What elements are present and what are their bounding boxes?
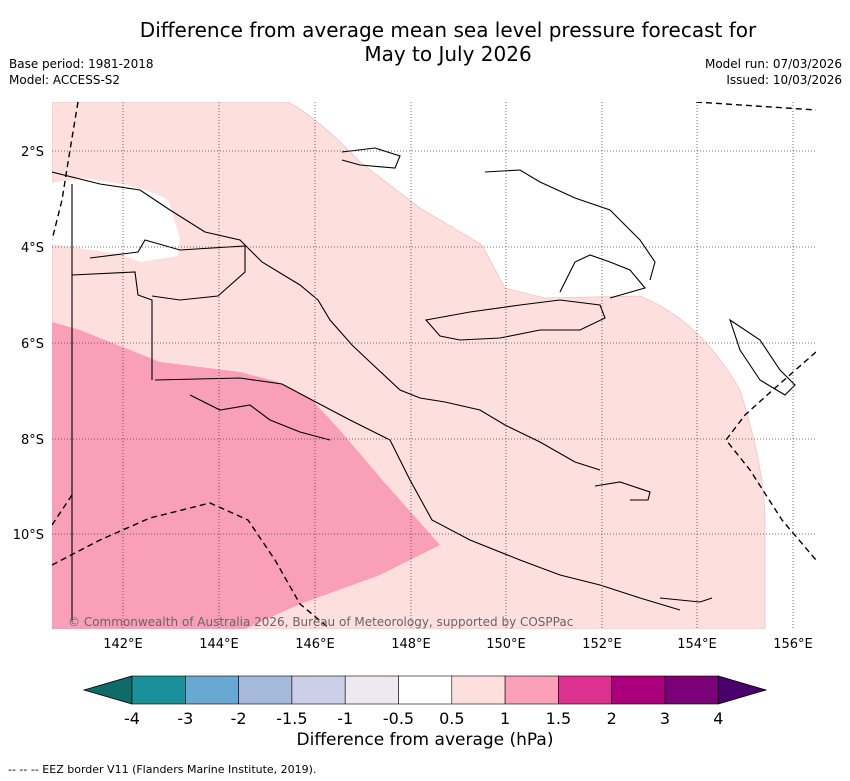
colorbar-segment: [344, 675, 399, 705]
colorbar-segment: [291, 675, 346, 705]
longitude-labels: 142°E 144°E 146°E 148°E 150°E 152°E 154°…: [103, 637, 813, 652]
lat-label: 10°S: [13, 528, 44, 543]
lon-label: 152°E: [582, 637, 622, 652]
lat-label: 2°S: [21, 145, 44, 160]
colorbar-segment: [611, 675, 666, 705]
lat-label: 4°S: [21, 241, 44, 256]
metadata-left: Base period: 1981-2018 Model: ACCESS-S2: [9, 56, 154, 88]
colorbar: -4 -3 -2 -1.5 -1 -0.5 0.5 1 1.5 2 3 4: [82, 675, 768, 728]
gridlines: [52, 102, 816, 629]
lat-label: 6°S: [21, 337, 44, 352]
lon-label: 144°E: [199, 637, 239, 652]
colorbar-tick-label: 1: [500, 709, 510, 728]
colorbar-segment: [238, 675, 293, 705]
anomaly-region-medium: [52, 322, 440, 629]
colorbar-title: Difference from average (hPa): [296, 730, 554, 750]
colorbar-extend-high: [717, 675, 768, 705]
lon-label: 142°E: [103, 637, 143, 652]
colorbar-tick-label: -0.5: [383, 709, 414, 728]
lat-label: 8°S: [21, 433, 44, 448]
title-line-2: May to July 2026: [364, 42, 532, 66]
copyright-credit: © Commonwealth of Australia 2026, Bureau…: [68, 615, 573, 629]
eez-borders: [52, 102, 816, 629]
lon-label: 154°E: [677, 637, 717, 652]
lon-label: 156°E: [773, 637, 813, 652]
colorbar-segment: [664, 675, 719, 705]
issued-date: Issued: 10/03/2026: [726, 73, 842, 87]
metadata-right: Model run: 07/03/2026 Issued: 10/03/2026: [705, 56, 842, 88]
colorbar-segment: [185, 675, 239, 705]
colorbar-tick-label: -3: [177, 709, 193, 728]
colorbar-segment: [558, 675, 613, 705]
colorbar-tick-label: 1.5: [546, 709, 571, 728]
title-line-1: Difference from average mean sea level p…: [139, 18, 757, 42]
base-period: Base period: 1981-2018: [9, 57, 154, 71]
colorbar-extend-low: [82, 675, 133, 705]
colorbar-tick-label: 0.5: [439, 709, 464, 728]
latitude-labels: 2°S 4°S 6°S 8°S 10°S: [13, 145, 44, 543]
lon-label: 150°E: [486, 637, 526, 652]
colorbar-tick-label: 3: [660, 709, 670, 728]
colorbar-tick-label: -1: [337, 709, 353, 728]
colorbar-tick-label: -1.5: [276, 709, 307, 728]
eez-footnote: -- -- -- EEZ border V11 (Flanders Marine…: [8, 763, 317, 776]
colorbar-segment: [504, 675, 559, 705]
colorbar-tick-label: -2: [231, 709, 247, 728]
model-run: Model run: 07/03/2026: [704, 57, 842, 71]
colorbar-tick-label: 2: [607, 709, 617, 728]
map-title: Difference from average mean sea level p…: [0, 18, 850, 66]
model-name: Model: ACCESS-S2: [9, 73, 121, 87]
colorbar-segment: [451, 675, 506, 705]
colorbar-segment: [398, 675, 453, 705]
lon-label: 146°E: [295, 637, 335, 652]
lon-label: 148°E: [391, 637, 431, 652]
coastlines: [52, 147, 796, 622]
colorbar-tick-label: -4: [124, 709, 140, 728]
colorbar-tick-label: 4: [713, 709, 723, 728]
colorbar-segment: [131, 675, 186, 705]
